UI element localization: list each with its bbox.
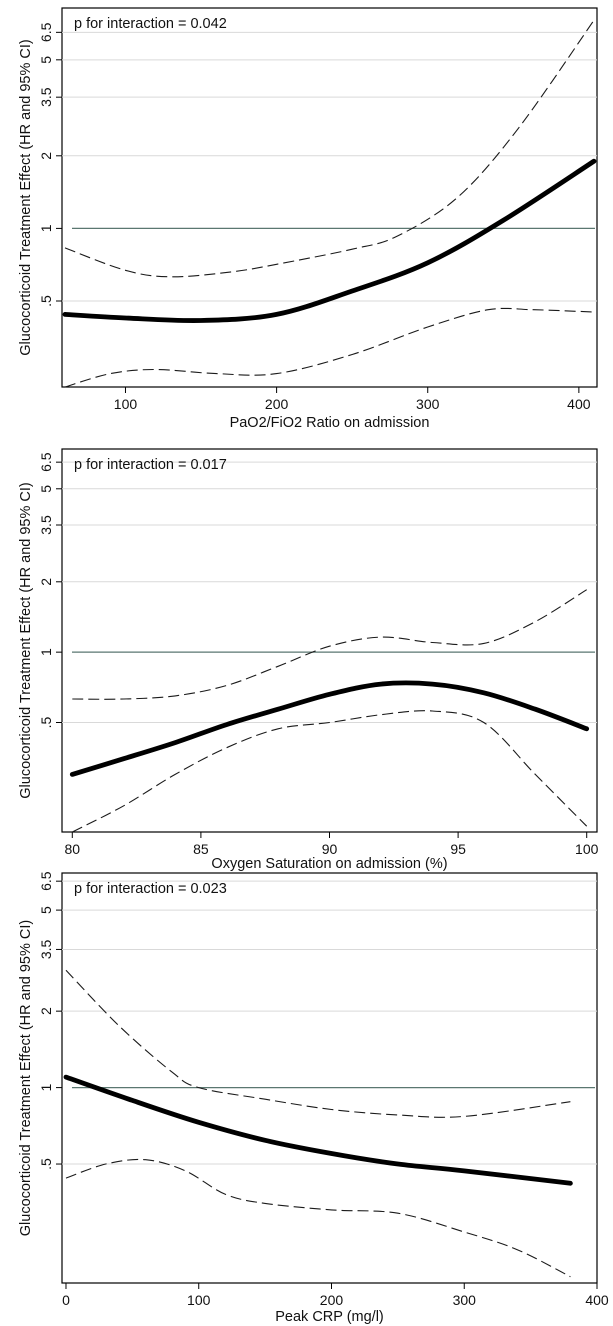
x-tick-label: 100 — [114, 396, 138, 412]
x-tick-label: 0 — [62, 1292, 70, 1308]
x-tick-label: 300 — [453, 1292, 477, 1308]
plot-frame — [61, 448, 598, 833]
y-tick-label: 5 — [38, 485, 54, 493]
ci-lower-line — [72, 710, 588, 833]
y-tick-label: .5 — [38, 1158, 54, 1170]
x-axis-title: PaO2/FiO2 Ratio on admission — [230, 415, 430, 431]
y-axis-title: Glucocorticoid Treatment Effect (HR and … — [18, 482, 34, 798]
y-tick-label: 2 — [38, 578, 54, 586]
y-tick-label: 5 — [38, 906, 54, 914]
y-tick-label: .5 — [38, 716, 54, 728]
y-axis-title: Glucocorticoid Treatment Effect (HR and … — [18, 920, 34, 1236]
y-tick-label: 2 — [38, 1007, 54, 1015]
p-interaction-annotation: p for interaction = 0.017 — [74, 457, 227, 473]
x-tick-label: 400 — [585, 1292, 609, 1308]
y-tick-label: .5 — [38, 295, 54, 307]
ci-upper-line — [72, 589, 587, 700]
plot-frame — [61, 7, 598, 388]
y-tick-label: 3.5 — [38, 515, 54, 535]
x-tick-label: 200 — [320, 1292, 344, 1308]
ci-upper-line — [65, 969, 571, 1118]
ci-upper-line — [64, 19, 595, 278]
p-interaction-annotation: p for interaction = 0.023 — [74, 881, 227, 897]
x-tick-label: 80 — [64, 841, 80, 857]
y-tick-label: 1 — [38, 648, 54, 656]
ci-lower-line — [64, 307, 595, 388]
y-tick-label: 5 — [38, 56, 54, 64]
x-tick-label: 300 — [416, 396, 440, 412]
y-tick-label: 6.5 — [38, 22, 54, 42]
p-interaction-annotation: p for interaction = 0.042 — [74, 16, 227, 32]
x-tick-label: 100 — [575, 841, 599, 857]
ci-lower-line — [65, 1158, 571, 1278]
x-tick-label: 90 — [322, 841, 338, 857]
hr-estimate-line — [62, 158, 597, 324]
y-tick-label: 2 — [38, 152, 54, 160]
chart-panel-1: .5 1 2 3.5 5 6.5 100 200 300 400 p for interaction… — [18, 7, 598, 431]
x-tick-label: 100 — [187, 1292, 211, 1308]
x-tick-label: 200 — [265, 396, 289, 412]
chart-panel-2: .5 1 2 3.5 5 6.5 80 85 90 95 100 p for interaction … — [18, 448, 599, 872]
x-axis-title: Oxygen Saturation on admission (%) — [211, 856, 447, 872]
y-tick-label: 1 — [38, 224, 54, 232]
y-tick-label: 3.5 — [38, 939, 54, 959]
y-tick-label: 1 — [38, 1083, 54, 1091]
x-tick-label: 400 — [567, 396, 591, 412]
x-axis-title: Peak CRP (mg/l) — [275, 1309, 384, 1325]
x-tick-label: 95 — [450, 841, 466, 857]
y-tick-label: 3.5 — [38, 87, 54, 107]
y-axis-title: Glucocorticoid Treatment Effect (HR and … — [18, 39, 34, 355]
chart-panel-3: .5 1 2 3.5 5 6.5 0 100 200 300 400 p for interactio… — [18, 871, 609, 1325]
hr-estimate-line — [69, 680, 590, 777]
hr-estimate-line — [63, 1074, 573, 1186]
y-tick-label: 6.5 — [38, 871, 54, 891]
x-tick-label: 85 — [193, 841, 209, 857]
y-tick-label: 6.5 — [38, 452, 54, 472]
plot-frame — [61, 872, 598, 1284]
